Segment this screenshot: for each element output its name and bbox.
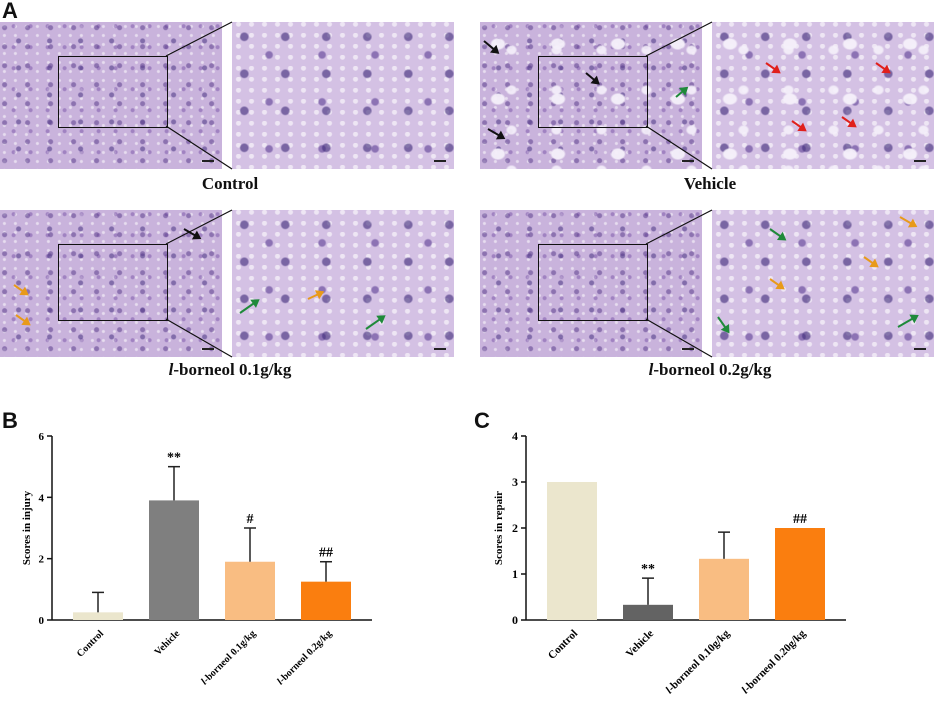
panel-label-a: A (2, 0, 18, 23)
y-tick-label: 2 (512, 521, 518, 535)
bar (547, 482, 597, 620)
micrograph-vehicle-zoom (712, 22, 934, 169)
scale-bar (914, 348, 926, 350)
category-label: Vehicle (153, 628, 183, 658)
category-label: Control (546, 628, 580, 662)
y-tick-label: 1 (512, 567, 518, 581)
caption-control: Control (201, 174, 259, 193)
scale-bar (682, 160, 694, 162)
y-axis-label: Scores in repair (493, 491, 505, 565)
significance-label: # (247, 512, 254, 527)
connector-line (165, 209, 233, 245)
caption-italic-l: l (168, 360, 174, 379)
bar (623, 604, 673, 620)
zoom-connectors (165, 21, 713, 358)
panel-label-c: C (474, 408, 490, 433)
micrograph-lborneol-02-zoom (712, 210, 934, 357)
y-tick-label: 3 (512, 475, 518, 489)
bar (699, 558, 749, 620)
y-tick-label: 0 (512, 613, 518, 627)
caption-lborneol-02: l-borneol 0.2g/kg (600, 360, 820, 380)
caption-rest: -borneol 0.1g/kg (173, 360, 292, 379)
category-label: l-borneol 0.2g/kg (275, 628, 334, 687)
significance-label: ## (319, 546, 333, 561)
connector-line (165, 21, 233, 57)
y-tick-label: 4 (512, 429, 518, 443)
bar (775, 528, 825, 620)
category-label: l-borneol 0.1g/kg (199, 628, 258, 687)
y-tick-label: 0 (39, 615, 45, 627)
significance-label: ## (793, 512, 807, 527)
roi-box (538, 244, 648, 321)
scale-bar (914, 160, 926, 162)
bar (225, 561, 275, 620)
roi-box (58, 244, 168, 321)
micrograph-lborneol-01-zoom (232, 210, 454, 357)
scale-bar (434, 348, 446, 350)
connector-line (645, 318, 713, 358)
micrograph-control-zoom (232, 22, 454, 169)
significance-label: ** (167, 451, 181, 466)
y-tick-label: 2 (39, 554, 45, 566)
scale-bar (682, 348, 694, 350)
bar (73, 612, 123, 620)
category-label: Vehicle (624, 628, 656, 660)
roi-box (58, 56, 168, 128)
y-tick-label: 6 (39, 431, 45, 443)
category-label: Control (75, 628, 106, 659)
caption-vehicle: Vehicle (683, 174, 737, 193)
chart-injury-scores: 0 2 4 6 Scores in injury Control ** Vehicle # l-b… (21, 431, 372, 687)
scale-bar (202, 160, 214, 162)
roi-box (538, 56, 648, 128)
panel-label-b: B (2, 408, 18, 433)
connector-line (165, 125, 233, 170)
significance-label: ** (641, 562, 655, 577)
y-axis-label: Scores in injury (21, 490, 33, 565)
category-label: l-borneol 0.10g/kg (664, 627, 733, 696)
connector-line (645, 209, 713, 245)
y-tick-label: 4 (39, 492, 45, 504)
caption-lborneol-01: l-borneol 0.1g/kg (120, 360, 340, 380)
caption-italic-l: l (648, 360, 654, 379)
category-label: l-borneol 0.20g/kg (740, 627, 809, 696)
caption-rest: -borneol 0.2g/kg (653, 360, 772, 379)
scale-bar (434, 160, 446, 162)
bar (301, 581, 351, 620)
scale-bar (202, 348, 214, 350)
bar (149, 500, 199, 620)
connector-line (165, 318, 233, 358)
connector-line (645, 21, 713, 57)
connector-line (645, 125, 713, 170)
